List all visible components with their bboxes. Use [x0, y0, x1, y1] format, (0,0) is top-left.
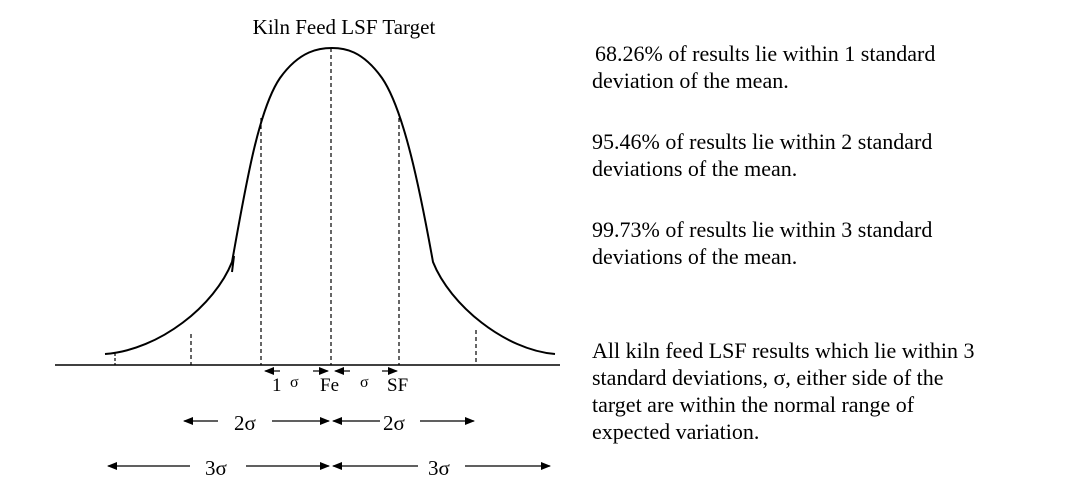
note-1-line-2: deviation of the mean.	[592, 68, 789, 93]
note-4-line-2: standard deviations, σ, either side of t…	[592, 365, 944, 390]
two-sigma-left-label: 2σ	[234, 411, 256, 435]
diagram-title: Kiln Feed LSF Target	[253, 15, 436, 39]
note-1-line-1: 68.26% of results lie within 1 standard	[595, 41, 936, 66]
two-sigma-right-label: 2σ	[383, 411, 405, 435]
note-one-sigma: 68.26% of results lie within 1 standard …	[592, 40, 1062, 94]
note-2-line-1: 95.46% of results lie within 2 standard	[592, 129, 933, 154]
note-2-line-2: deviations of the mean.	[592, 156, 798, 181]
note-4-line-4: expected variation.	[592, 419, 760, 444]
curve-join-mark	[231, 255, 235, 273]
note-3-line-2: deviations of the mean.	[592, 244, 798, 269]
note-4-line-3: target are within the normal range of	[592, 392, 915, 417]
one-sigma-right-label: SF	[387, 375, 408, 396]
note-normal-range: All kiln feed LSF results which lie with…	[592, 337, 1062, 445]
note-two-sigma: 95.46% of results lie within 2 standard …	[592, 128, 1062, 182]
one-sigma-right-symbol: σ	[360, 374, 369, 391]
note-three-sigma: 99.73% of results lie within 3 standard …	[592, 216, 1062, 270]
three-sigma-right-label: 3σ	[428, 456, 450, 480]
three-sigma-left-label: 3σ	[205, 456, 227, 480]
note-3-line-1: 99.73% of results lie within 3 standard	[592, 217, 933, 242]
one-sigma-left-number: 1	[272, 375, 282, 396]
bell-curve	[104, 46, 556, 355]
one-sigma-left-symbol: σ	[290, 374, 299, 391]
note-4-line-1: All kiln feed LSF results which lie with…	[592, 338, 975, 363]
one-sigma-center-label: Fe	[320, 375, 339, 396]
